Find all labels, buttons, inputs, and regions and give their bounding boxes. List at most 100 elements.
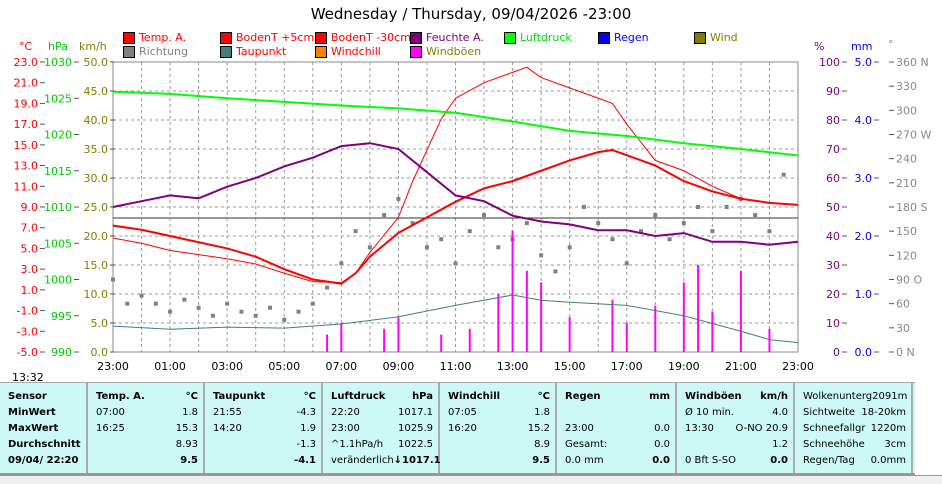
stats-value: 1017.1 [398,407,433,418]
x-tick-label: 07:00 [325,360,357,373]
stats-column: Regen mm 23:00 0.0 Gesamt: 0.0 0.0 mm 0.0 [557,383,677,473]
direction-point [581,205,586,209]
series-line-luftdruck [112,90,799,157]
y-tick-label-pressure_hpa: 1000 [44,274,72,287]
stats-value: 8.93 [175,439,198,450]
legend-label: Temp. A. [139,31,187,44]
y-tick-label-direction_deg: 210 [896,177,917,190]
stats-label: Schneehöhe [803,439,865,450]
stats-label: Windchill [448,391,501,402]
y-tick-label-temp_c: 1.0 [21,284,39,297]
direction-point [424,245,429,250]
direction-point [482,213,487,218]
stats-row: Wolkenunterg 2091m [803,389,908,405]
y-tick-label-temp_c: 9.0 [21,201,39,214]
stats-row [565,405,670,421]
legend-label: BodenT -30cm [331,31,411,44]
stats-value: ↓1017.1 [393,455,441,466]
legend-swatch [315,31,327,44]
stats-row: Windböen km/h [685,389,788,405]
stats-label: Sichtweite [803,407,856,418]
direction-point [282,317,287,322]
stats-row: 16:25 15.3 [96,421,198,437]
stats-row: -1.3 [213,437,316,453]
stats-row: 0.0 mm 0.0 [565,453,670,469]
direction-point [267,305,272,310]
stats-column: Luftdruck hPa 22:20 1017.1 23:00 1025.9 ^1.1hP… [323,383,441,473]
stats-value: -4.3 [296,407,316,418]
direction-point [753,213,758,218]
stats-row: Ø 10 min. 4.0 [685,405,788,421]
y-tick-label-direction_deg: 240 [896,153,917,166]
stats-value: 2091m [872,391,908,402]
legend-item: Windchill [315,45,381,58]
clock-label: 13:32 [12,371,44,384]
legend-item: Temp. A. [123,31,186,44]
legend-label: Regen [614,31,649,44]
y-tick-label-rain_mm: 1.0 [855,288,873,301]
y-tick-label-temp_c: -3.0 [17,325,38,338]
direction-point [367,245,372,250]
stats-label: 23:00 [331,423,360,434]
x-tick-label: 09:00 [383,360,415,373]
legend-label: Feuchte A. [426,31,484,44]
direction-point [339,261,344,266]
y-tick-label-direction_deg: 30 [896,322,910,335]
direction-point [168,309,173,314]
legend-item: Luftdruck [504,31,572,44]
y-tick-label-direction_deg: 150 [896,225,917,238]
y-tick-label-direction_deg: 360 N [896,56,929,69]
direction-point [710,229,715,234]
y-tick-label-humidity_pct: 60 [826,172,840,185]
y-tick-label-pressure_hpa: 995 [51,310,72,323]
stats-value: 1.9 [300,423,316,434]
legend-label: Windböen [426,45,482,58]
stats-column: Temp. A. °C 07:00 1.8 16:25 15.3 8.93 9.5 [88,383,205,473]
legend-item: BodenT +5cm [220,31,314,44]
series-line-temp-a- [112,149,799,285]
stats-label: 16:20 [448,423,477,434]
x-tick-label: 01:00 [154,360,186,373]
stats-label: 13:30 [685,423,714,434]
y-tick-label-pressure_hpa: 1010 [44,201,72,214]
direction-point [139,293,144,298]
direction-point [467,229,472,234]
stats-value: 9.5 [532,455,550,466]
stats-row: Luftdruck hPa [331,389,433,405]
x-tick-label: 19:00 [668,360,700,373]
legend-item: Taupunkt [220,45,286,58]
stats-label: Luftdruck [331,391,386,402]
direction-point [524,221,529,226]
x-tick-label: 15:00 [554,360,586,373]
stats-value: 8.9 [534,439,550,450]
stats-label: MaxWert [8,423,59,434]
direction-point [539,253,544,258]
y-tick-label-rain_mm: 4.0 [855,114,873,127]
stats-label: Schneefallgr [803,423,866,434]
direction-point [653,213,658,218]
y-tick-label-temp_c: 23.0 [14,56,39,69]
y-tick-label-temp_c: 5.0 [21,242,39,255]
stats-value: 1.8 [534,407,550,418]
stats-value: 9.5 [180,455,198,466]
stats-row: 21:55 -4.3 [213,405,316,421]
stats-value: 1.2 [772,439,788,450]
y-tick-label-pressure_hpa: 1015 [44,165,72,178]
stats-row: 09/04/ 22:20 [8,453,81,469]
direction-point [153,301,158,306]
legend-item: Richtung [123,45,188,58]
direction-point [253,313,258,318]
direction-point [696,205,701,209]
x-tick-label: 03:00 [211,360,243,373]
y-tick-label-pressure_hpa: 1030 [44,56,72,69]
stats-column: Sensor MinWert MaxWert Durchschnitt 09/04/ 2… [0,383,88,473]
stats-row: 8.9 [448,437,550,453]
y-tick-label-temp_c: 7.0 [21,222,39,235]
y-tick-label-direction_deg: 0 N [896,346,915,359]
stats-value: 1.8 [182,407,198,418]
x-tick-label: 21:00 [725,360,757,373]
direction-point [210,313,215,318]
y-tick-label-temp_c: 21.0 [14,77,39,90]
chart-title: Wednesday / Thursday, 09/04/2026 -23:00 [310,5,632,23]
stats-value: 3cm [884,439,906,450]
